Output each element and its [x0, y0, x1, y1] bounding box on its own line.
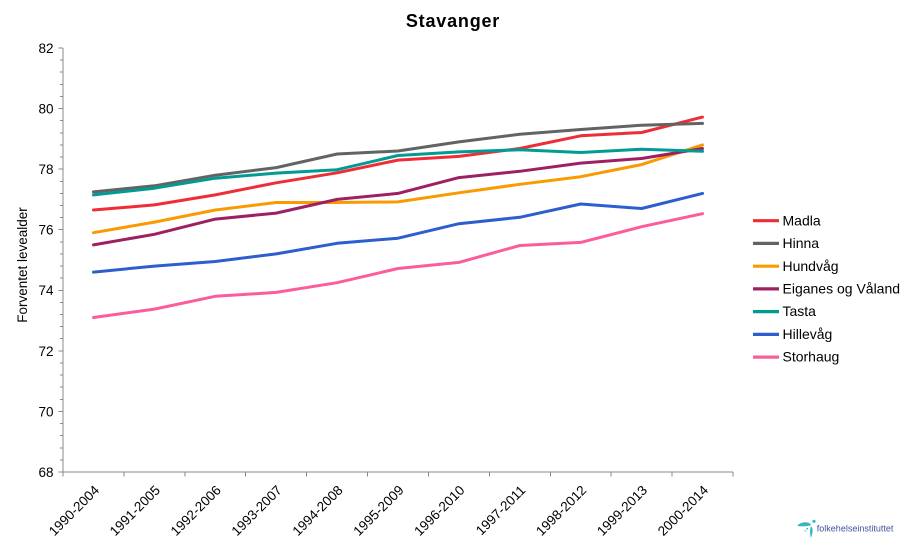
svg-text:1996-2010: 1996-2010: [411, 483, 467, 539]
svg-text:1995-2009: 1995-2009: [350, 483, 406, 539]
svg-text:1998-2012: 1998-2012: [533, 483, 589, 539]
svg-text:Madla: Madla: [783, 212, 821, 228]
svg-text:72: 72: [38, 344, 53, 359]
svg-text:Storhaug: Storhaug: [783, 349, 840, 365]
svg-text:76: 76: [38, 223, 53, 238]
svg-text:Hundvåg: Hundvåg: [783, 258, 839, 274]
svg-text:1994-2008: 1994-2008: [289, 483, 345, 539]
svg-text:80: 80: [38, 102, 53, 117]
svg-text:Hillevåg: Hillevåg: [783, 326, 833, 342]
svg-text:1990-2004: 1990-2004: [46, 482, 103, 539]
svg-text:2000-2014: 2000-2014: [655, 482, 712, 539]
svg-text:1997-2011: 1997-2011: [473, 483, 529, 539]
svg-text:1991-2005: 1991-2005: [107, 483, 163, 539]
svg-text:Hinna: Hinna: [783, 235, 820, 251]
svg-text:1999-2013: 1999-2013: [594, 483, 650, 539]
svg-text:1992-2006: 1992-2006: [168, 483, 224, 539]
svg-text:Tasta: Tasta: [783, 303, 817, 319]
svg-text:Forventet levealder: Forventet levealder: [15, 207, 30, 323]
svg-text:68: 68: [38, 465, 53, 480]
svg-text:Stavanger: Stavanger: [406, 11, 500, 31]
svg-text:82: 82: [38, 41, 53, 56]
svg-text:78: 78: [38, 162, 53, 177]
svg-text:74: 74: [38, 283, 54, 298]
svg-text:70: 70: [38, 404, 53, 419]
svg-text:folkehelseinstituttet: folkehelseinstituttet: [817, 524, 894, 534]
svg-text:1993-2007: 1993-2007: [229, 483, 285, 539]
svg-text:Eiganes og Våland: Eiganes og Våland: [783, 281, 901, 297]
